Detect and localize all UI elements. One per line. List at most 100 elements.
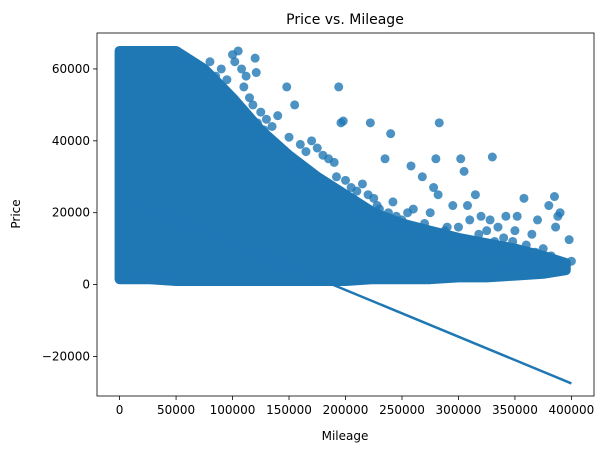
x-tick-label: 250000 <box>379 403 425 417</box>
y-tick-label: 20000 <box>52 206 90 220</box>
x-tick-label: 400000 <box>549 403 595 417</box>
dense-cloud-area <box>114 45 571 286</box>
scatter-point <box>417 172 427 182</box>
scatter-point <box>544 201 554 211</box>
scatter-point <box>252 118 262 128</box>
scatter-point <box>284 132 294 142</box>
scatter-point <box>434 118 444 128</box>
scatter-point <box>462 201 472 211</box>
scatter-point <box>512 211 522 221</box>
x-tick-label: 0 <box>116 403 124 417</box>
scatter-point <box>448 201 458 211</box>
y-tick-label: 0 <box>82 278 90 292</box>
x-tick-label: 50000 <box>157 403 195 417</box>
scatter-point <box>476 211 486 221</box>
scatter-point <box>566 256 576 266</box>
scatter-point <box>374 204 384 214</box>
scatter-point <box>501 211 511 221</box>
scatter-point <box>465 215 475 225</box>
x-axis-label: Mileage <box>322 429 369 443</box>
scatter-point <box>397 215 407 225</box>
scatter-point <box>551 222 561 232</box>
scatter-point <box>429 183 439 193</box>
scatter-point <box>533 215 543 225</box>
scatter-point <box>508 236 518 246</box>
scatter-point <box>527 229 537 239</box>
chart-title: Price vs. Mileage <box>286 12 404 28</box>
scatter-point <box>425 208 435 218</box>
scatter-point <box>282 82 292 92</box>
scatter-point <box>549 192 559 202</box>
x-tick-label: 350000 <box>492 403 538 417</box>
scatter-point <box>542 265 552 275</box>
scatter-point <box>256 107 266 117</box>
scatter-point <box>538 244 548 254</box>
scatter-point <box>521 240 531 250</box>
scatter-point <box>241 71 251 81</box>
scatter-point <box>251 68 261 78</box>
scatter-point <box>442 222 452 232</box>
x-tick-label: 150000 <box>266 403 312 417</box>
scatter-point <box>380 154 390 164</box>
scatter-point <box>233 46 243 56</box>
scatter-point <box>467 236 477 246</box>
scatter-point <box>307 136 317 146</box>
y-axis-label: Price <box>9 199 23 228</box>
scatter-point <box>490 236 500 246</box>
y-tick-label: −20000 <box>42 349 90 363</box>
x-tick-label: 300000 <box>436 403 482 417</box>
scatter-point <box>290 100 300 110</box>
scatter-point <box>301 147 311 157</box>
scatter-point <box>261 114 271 124</box>
scatter-point <box>357 179 367 189</box>
scatter-point <box>383 208 393 218</box>
scatter-point <box>420 218 430 228</box>
y-axis-ticks: −20000 0 20000 40000 60000 <box>42 62 97 363</box>
scatter-point <box>499 233 509 243</box>
scatter-point <box>211 71 221 81</box>
scatter-point <box>496 244 506 254</box>
scatter-point <box>493 222 503 232</box>
scatter-point <box>555 208 565 218</box>
scatter-point <box>406 161 416 171</box>
scatter-point <box>408 204 418 214</box>
scatter-point <box>230 57 240 67</box>
scatter-point <box>239 82 249 92</box>
scatter-point <box>365 118 375 128</box>
scatter-point <box>516 251 526 261</box>
scatter-point <box>237 64 247 74</box>
x-tick-label: 200000 <box>323 403 369 417</box>
scatter-point <box>470 190 480 200</box>
scatter-point <box>369 193 379 203</box>
scatter-point <box>504 247 514 257</box>
scatter-point <box>329 157 339 167</box>
y-tick-label: 40000 <box>52 134 90 148</box>
scatter-point <box>456 154 466 164</box>
scatter-point <box>341 175 350 185</box>
scatter-point <box>564 235 574 245</box>
scatter-point <box>535 258 545 268</box>
scatter-point <box>453 222 463 232</box>
scatter-point <box>216 64 226 74</box>
scatter-point <box>352 186 362 196</box>
scatter-point <box>338 116 348 126</box>
scatter-point <box>431 154 441 164</box>
scatter-point <box>478 240 488 250</box>
scatter-point <box>386 129 396 139</box>
y-tick-label: 60000 <box>52 62 90 76</box>
scatter-point <box>334 82 344 92</box>
scatter-point <box>482 226 492 236</box>
scatter-point <box>523 254 533 264</box>
scatter-point <box>205 57 215 67</box>
scatter-point <box>485 215 495 225</box>
dense-point-cloud <box>114 45 571 286</box>
scatter-point <box>388 197 398 207</box>
scatter-point <box>459 166 469 176</box>
scatter-point <box>295 139 305 149</box>
scatter-point <box>474 229 484 239</box>
scatter-point <box>546 251 556 261</box>
scatter-points <box>205 46 576 275</box>
scatter-point <box>530 247 540 257</box>
scatter-point <box>510 226 520 236</box>
